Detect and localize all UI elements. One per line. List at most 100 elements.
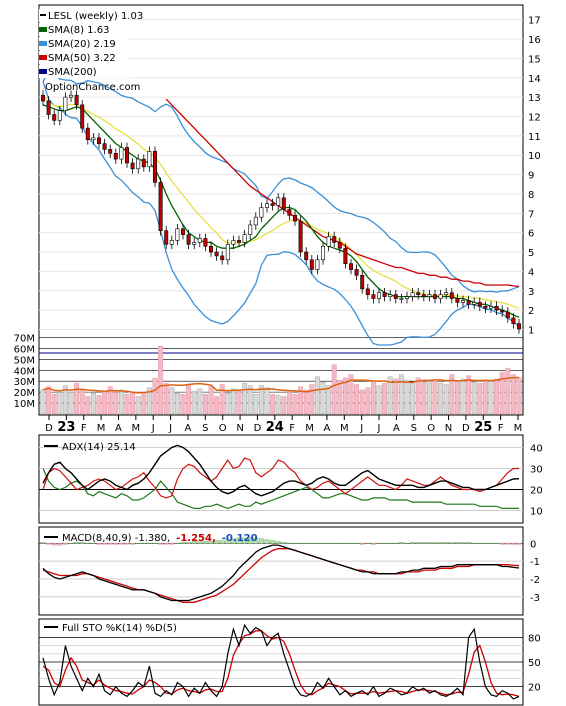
volume-bar: [124, 394, 130, 415]
volume-bar: [516, 377, 522, 415]
candle-body: [113, 152, 118, 160]
macd-histogram-bar: [331, 543, 337, 544]
macd-signal-line: [42, 548, 520, 603]
candle-body: [489, 305, 493, 309]
volume-bar: [499, 372, 505, 415]
volume-bar: [57, 391, 63, 415]
month-label: O: [427, 423, 435, 434]
volume-tick-label: 10M: [14, 399, 35, 410]
volume-bar: [382, 383, 388, 415]
month-label: M: [514, 423, 523, 434]
volume-bar: [404, 379, 410, 415]
macd-histogram-bar: [466, 542, 472, 544]
volume-bar: [359, 389, 365, 415]
volume-tick-label: 70M: [14, 333, 35, 344]
month-axis: D 23 F M A M J J A S O N D 24 F M A M J J A S O N D 25 F M: [45, 415, 522, 435]
macd-lines: [42, 544, 520, 603]
month-label: 23: [57, 420, 75, 435]
candle-body: [69, 94, 73, 98]
adx-tick-label: 20: [530, 486, 543, 497]
volume-bar: [337, 379, 343, 415]
sto-panel: 80 50 20 Full STO %K(14) %D(5): [38, 618, 541, 706]
candle-body: [438, 294, 443, 299]
candle-body: [130, 162, 135, 170]
adx-tick-label: 30: [530, 465, 543, 476]
month-label: M: [97, 423, 106, 434]
candle-body: [57, 110, 62, 121]
macd-histogram-bar: [68, 543, 74, 544]
candle-body: [125, 147, 129, 164]
candle-body: [421, 294, 426, 297]
candle-body: [433, 294, 437, 299]
volume-tick-label: 30M: [14, 377, 35, 388]
volume-bar: [186, 385, 192, 415]
candle-body: [102, 143, 107, 150]
volume-bar: [348, 374, 354, 415]
candle-body: [455, 298, 460, 303]
macd-histogram-bar: [449, 542, 455, 544]
candle-body: [477, 302, 482, 307]
macd-histogram-bar: [51, 543, 57, 546]
volume-bar: [163, 383, 169, 415]
candle-body: [298, 220, 303, 253]
candle-body: [63, 96, 68, 111]
macd-histogram-bar: [102, 543, 108, 545]
volume-bar: [449, 374, 455, 415]
volume-bar: [118, 389, 124, 415]
macd-histogram-bar: [359, 543, 365, 545]
candle-body: [332, 236, 337, 243]
volume-bar: [505, 367, 511, 415]
candle-body: [405, 296, 409, 299]
month-label: A: [393, 423, 400, 434]
volume-bar: [51, 394, 57, 415]
macd-histogram-bar: [174, 543, 180, 544]
candlesticks: [41, 90, 521, 334]
price-gridlines: [39, 19, 523, 354]
candle-body: [169, 240, 174, 245]
sto-d-line: [42, 630, 520, 698]
macd-histogram-bar: [337, 543, 343, 544]
volume-bar: [510, 374, 516, 415]
volume-bar: [393, 378, 399, 415]
month-label: O: [219, 423, 227, 434]
volume-bar: [230, 388, 236, 415]
candle-body: [136, 158, 141, 170]
macd-line: [42, 544, 520, 602]
volume-bar: [191, 390, 197, 415]
price-tick-label: 5: [528, 248, 534, 259]
volume-bar: [320, 382, 326, 415]
legend-backdrop: [39, 65, 129, 78]
volume-bar: [258, 385, 264, 415]
price-tick-label: 6: [528, 229, 534, 240]
candle-body: [237, 240, 241, 243]
macd-histogram-bar: [79, 542, 85, 544]
macd-histogram-bar: [387, 543, 393, 544]
minus-di-line: [42, 468, 519, 510]
macd-histogram-bar: [348, 543, 354, 544]
volume-bar: [292, 394, 298, 415]
macd-histogram-bar: [320, 543, 326, 544]
volume-bar: [113, 391, 119, 415]
price-tick-label: 3: [528, 287, 534, 298]
macd-histogram-bar: [482, 543, 488, 544]
macd-histogram-bar: [124, 543, 130, 545]
month-label: N: [445, 423, 452, 434]
volume-bar: [180, 394, 186, 415]
macd-histogram-bar: [62, 543, 68, 545]
candle-body: [91, 137, 96, 141]
macd-histogram-bar: [191, 541, 197, 544]
macd-histogram-bar: [90, 543, 96, 544]
volume-bar: [158, 346, 164, 415]
macd-histogram-bar: [253, 537, 259, 544]
candle-body: [192, 242, 197, 245]
volume-bar: [275, 395, 281, 415]
legend-swatch: [39, 55, 47, 60]
candle-body: [337, 242, 342, 249]
volume-bar: [242, 383, 248, 415]
macd-histogram-bar: [118, 543, 124, 545]
macd-histogram-bar: [258, 538, 264, 544]
month-label: S: [202, 423, 208, 434]
candle-body: [360, 274, 365, 290]
candle-body: [399, 298, 404, 300]
